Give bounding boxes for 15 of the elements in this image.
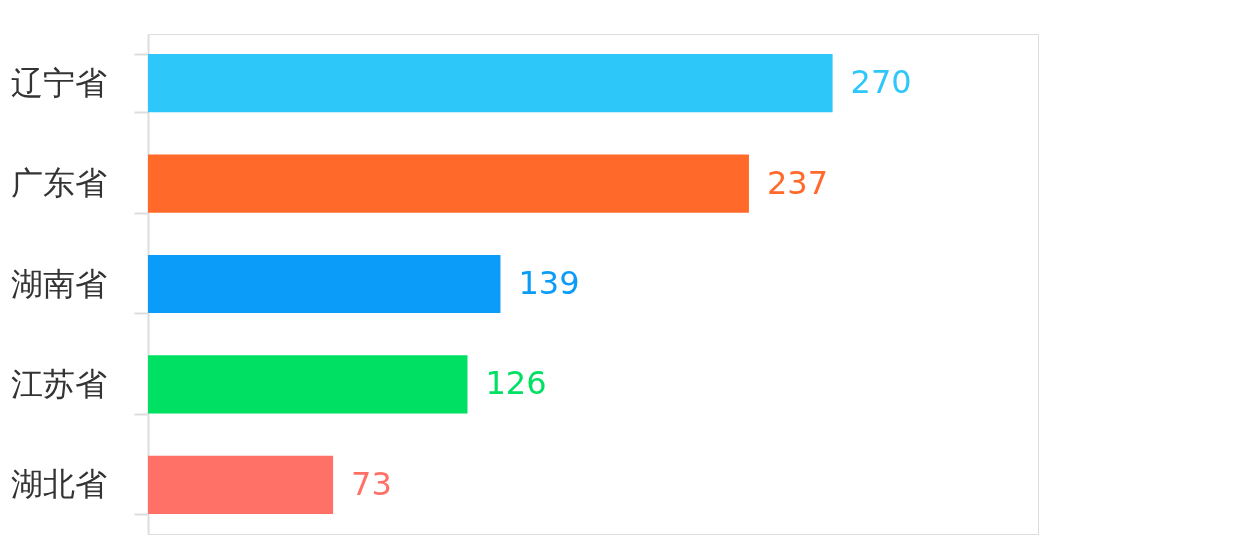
data-label: 237 — [766, 163, 829, 202]
data-label: 270 — [850, 63, 912, 102]
data-label: 139 — [518, 264, 580, 302]
y-tick-label: 广东省 — [10, 164, 107, 203]
bar — [148, 54, 833, 113]
bar — [148, 254, 501, 314]
data-label: 73 — [351, 464, 392, 503]
y-tick-label: 湖北省 — [10, 465, 107, 504]
y-tick-label: 湖南省 — [10, 264, 107, 303]
y-tick-label: 辽宁省 — [10, 63, 107, 102]
y-tick-label: 江苏省 — [10, 364, 107, 403]
bar — [148, 154, 749, 213]
data-label: 126 — [485, 364, 547, 403]
bar — [148, 455, 334, 514]
bar — [148, 355, 468, 414]
